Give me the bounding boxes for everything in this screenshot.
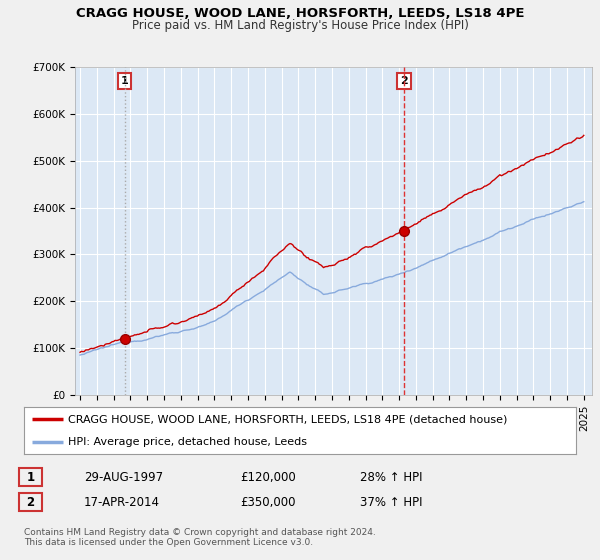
Text: £120,000: £120,000 — [240, 470, 296, 484]
Text: 17-APR-2014: 17-APR-2014 — [84, 496, 160, 509]
Text: 1: 1 — [121, 76, 128, 86]
Text: Price paid vs. HM Land Registry's House Price Index (HPI): Price paid vs. HM Land Registry's House … — [131, 19, 469, 32]
Text: 37% ↑ HPI: 37% ↑ HPI — [360, 496, 422, 509]
Text: CRAGG HOUSE, WOOD LANE, HORSFORTH, LEEDS, LS18 4PE: CRAGG HOUSE, WOOD LANE, HORSFORTH, LEEDS… — [76, 7, 524, 20]
Text: Contains HM Land Registry data © Crown copyright and database right 2024.
This d: Contains HM Land Registry data © Crown c… — [24, 528, 376, 547]
Text: 2: 2 — [400, 76, 408, 86]
Text: 2: 2 — [26, 496, 35, 509]
Text: £350,000: £350,000 — [240, 496, 296, 509]
Text: HPI: Average price, detached house, Leeds: HPI: Average price, detached house, Leed… — [68, 436, 307, 446]
Text: 29-AUG-1997: 29-AUG-1997 — [84, 470, 163, 484]
Text: 28% ↑ HPI: 28% ↑ HPI — [360, 470, 422, 484]
Text: CRAGG HOUSE, WOOD LANE, HORSFORTH, LEEDS, LS18 4PE (detached house): CRAGG HOUSE, WOOD LANE, HORSFORTH, LEEDS… — [68, 414, 508, 424]
Text: 1: 1 — [26, 470, 35, 484]
